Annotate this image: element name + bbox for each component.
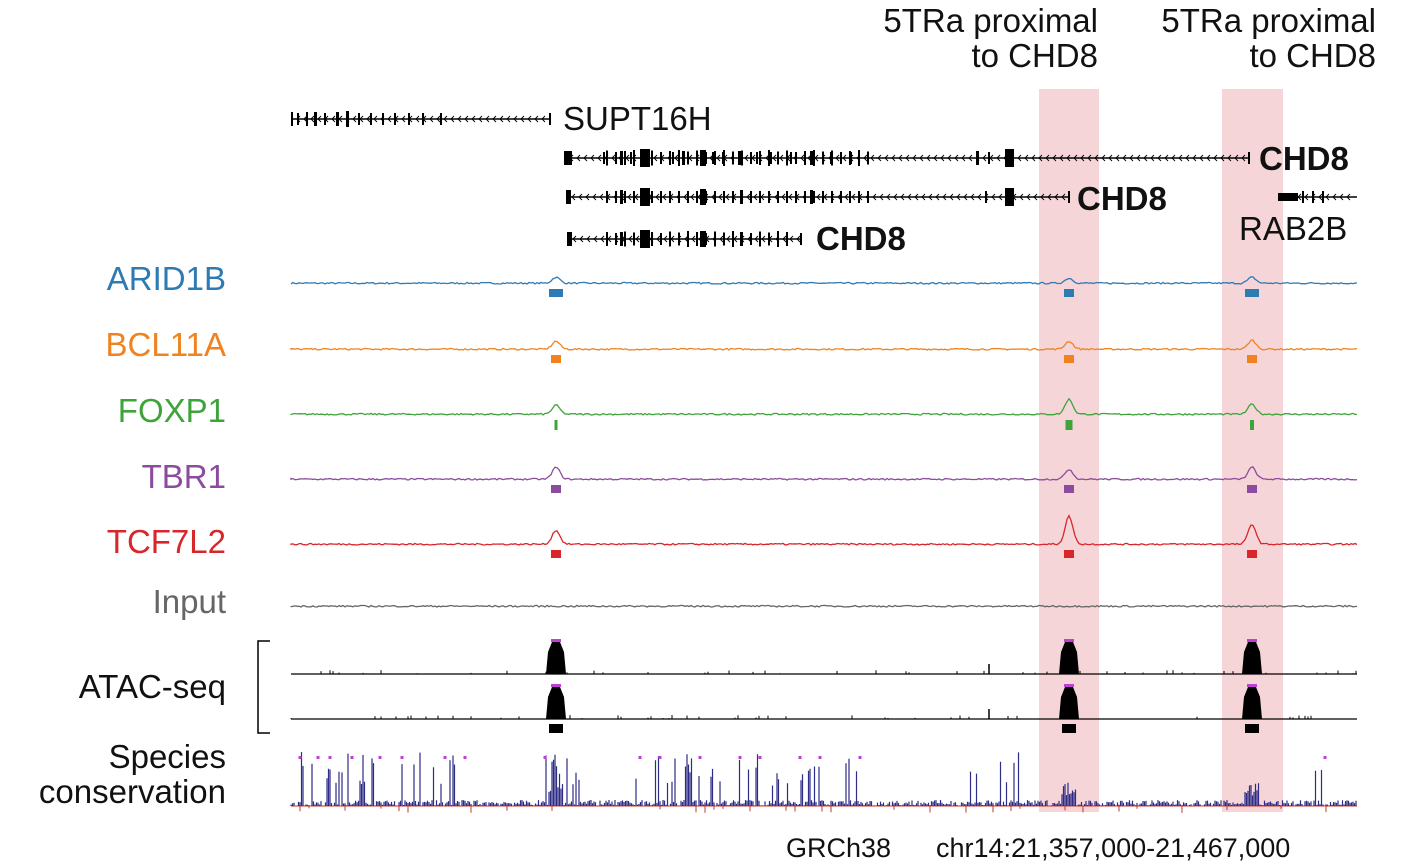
atac-peak-call [549,724,563,733]
atac-clip-marker [1247,684,1257,687]
signal-line-input [290,604,1358,608]
conservation-clip-marker [638,756,642,759]
gene-label-chd8-1: CHD8 [1259,140,1349,177]
atac-replicate-2 [290,684,1357,720]
gene-label-rab2b: RAB2B [1239,210,1348,247]
highlight-title-1-line2: to CHD8 [971,36,1098,74]
gene-model-rab2b [1278,191,1357,203]
track-label-foxp1: FOXP1 [117,392,226,429]
signal-line-bcl11a [290,339,1358,351]
signal-track-tcf7l2 [290,514,1358,558]
region-coordinates: chr14:21,357,000-21,467,000 [936,833,1291,863]
atac-clip-marker [1064,639,1074,642]
atac-seq-tracks [290,639,1357,733]
highlight-title-1-line1: 5TRa proximal [883,2,1098,39]
conservation-clip-marker [378,756,382,759]
atac-peak-call [1245,724,1259,733]
conservation-negative [299,806,1327,813]
signal-track-bcl11a [290,339,1358,363]
conservation-clip-marker [858,756,862,759]
chip-seq-tracks [290,276,1358,608]
gene-label-supt16h: SUPT16H [563,100,712,137]
peak-call-marker [1247,485,1257,493]
conservation-track [290,752,1357,813]
signal-line-tcf7l2 [290,514,1358,546]
signal-line-foxp1 [290,397,1357,416]
peak-call-marker [554,420,558,430]
peak-call-marker [549,289,563,297]
peak-call-marker [1245,289,1259,297]
peak-call-marker [1247,550,1257,558]
conservation-clip-marker [350,756,354,759]
gene-model-chd8-3 [567,230,802,248]
conservation-label-line1: Species [108,738,226,775]
peak-call-marker [1064,485,1074,493]
conservation-label-line2: conservation [38,772,226,810]
atac-peak [546,641,566,674]
peak-call-marker [551,355,561,363]
highlight-regions [1039,89,1283,812]
conservation-clip-marker [543,756,547,759]
conservation-clip-marker [328,756,332,759]
gene-models [291,111,1357,248]
peak-call-marker [1064,355,1074,363]
signal-track-arid1b [290,276,1358,297]
track-label-tcf7l2: TCF7L2 [106,523,226,560]
conservation-clip-marker [1323,756,1327,759]
signal-line-tbr1 [290,466,1358,481]
track-label-tbr1: TBR1 [141,458,226,495]
atac-peak [1059,686,1079,719]
atac-bracket [257,640,270,734]
conservation-clip-marker [798,756,802,759]
conservation-clip-marker [443,756,447,759]
gene-model-chd8-2 [566,188,1070,206]
atac-clip-marker [1247,639,1257,642]
track-label-input: Input [152,583,226,620]
atac-clip-marker [551,684,561,687]
gene-label-chd8-2: CHD8 [1077,180,1167,217]
signal-track-input [290,604,1358,608]
conservation-clip-marker [818,756,822,759]
conservation-clip-marker [400,756,404,759]
peak-call-marker [1247,355,1257,363]
conservation-clip-marker [298,756,302,759]
conservation-clip-marker [658,756,662,759]
track-label-atac: ATAC-seq [78,668,226,705]
signal-line-arid1b [290,276,1358,285]
peak-call-marker [1065,420,1073,430]
signal-track-tbr1 [290,466,1358,493]
atac-clip-marker [1064,684,1074,687]
peak-call-marker [1250,420,1254,430]
gene-model-chd8-1 [564,149,1250,167]
track-label-arid1b: ARID1B [106,260,226,297]
peak-call-marker [551,485,561,493]
conservation-clip-marker [698,756,702,759]
atac-replicate-1 [291,639,1357,675]
gene-model-supt16h [291,111,551,127]
atac-peak-call [1062,724,1076,733]
conservation-clip-marker [738,756,742,759]
atac-peak [1242,686,1262,719]
conservation-bars [290,752,1357,806]
atac-peak [1059,641,1079,674]
track-label-conservation: Species conservation [38,738,226,810]
peak-call-marker [1064,550,1074,558]
highlight-title-2-line2: to CHD8 [1249,36,1376,74]
assembly-label: GRCh38 [786,833,892,863]
highlight-title-2: 5TRa proximal to CHD8 [1161,2,1376,74]
signal-track-foxp1 [290,397,1357,430]
peak-call-marker [1064,289,1074,297]
peak-call-marker [551,550,561,558]
track-label-bcl11a: BCL11A [105,326,226,363]
atac-peak [1242,641,1262,674]
atac-clip-marker [551,639,561,642]
highlight-title-1: 5TRa proximal to CHD8 [883,2,1098,74]
atac-peak [546,686,566,719]
conservation-clip-marker [316,756,320,759]
gene-label-chd8-3: CHD8 [816,220,906,257]
conservation-clip-marker [758,756,762,759]
conservation-clip-marker [463,756,467,759]
highlight-title-2-line1: 5TRa proximal [1161,2,1376,39]
